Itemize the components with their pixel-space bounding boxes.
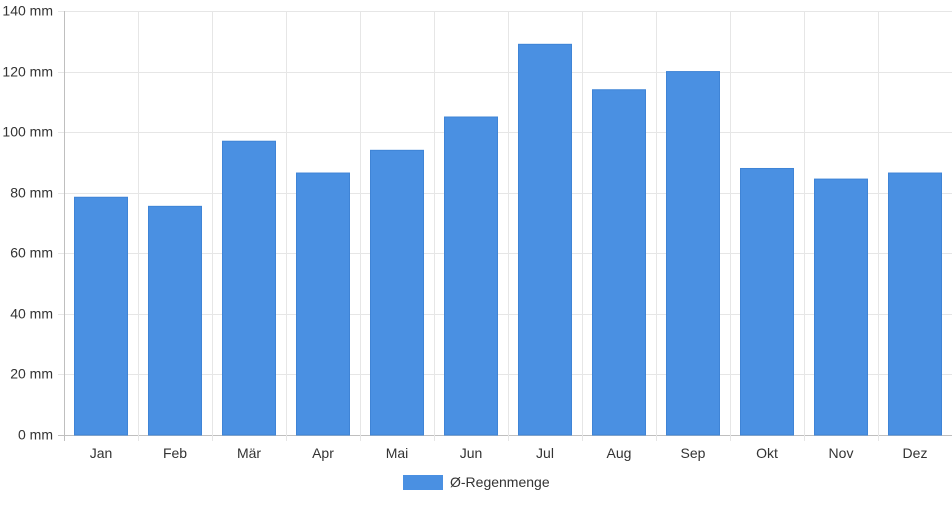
bar-okt[interactable]: [740, 167, 794, 436]
y-tick-label: 40 mm: [10, 306, 53, 322]
y-tick-label: 100 mm: [2, 124, 53, 140]
y-tick-label: 80 mm: [10, 185, 53, 201]
y-tick-labels: 0 mm 20 mm 40 mm 60 mm 80 mm 100 mm 120 mm 140 …: [2, 3, 53, 443]
x-tick-label: Feb: [163, 445, 187, 461]
x-tick-label: Jan: [90, 445, 113, 461]
bar-jan[interactable]: [74, 196, 128, 436]
y-tick-label: 120 mm: [2, 64, 53, 80]
x-tick-labels: Jan Feb Mär Apr Mai Jun Jul Aug Sep Okt Nov Dez: [90, 445, 928, 461]
bar-mai[interactable]: [370, 149, 424, 436]
bar-jul[interactable]: [518, 43, 572, 436]
x-tick-label: Apr: [312, 445, 334, 461]
bar-apr[interactable]: [296, 172, 350, 436]
x-tick-label: Mai: [386, 445, 409, 461]
legend[interactable]: Ø-Regenmenge: [403, 474, 550, 490]
bar-jun[interactable]: [444, 116, 498, 436]
x-tick-label: Nov: [829, 445, 854, 461]
x-tick-label: Jul: [536, 445, 554, 461]
x-tick-label: Aug: [607, 445, 632, 461]
bar-sep[interactable]: [666, 71, 720, 436]
y-tick-label: 140 mm: [2, 3, 53, 19]
bar-aug[interactable]: [592, 89, 646, 436]
x-tick-label: Okt: [756, 445, 778, 461]
y-tick-label: 60 mm: [10, 245, 53, 261]
x-tick-label: Dez: [903, 445, 928, 461]
x-tick-label: Sep: [681, 445, 706, 461]
bar-feb[interactable]: [148, 205, 202, 436]
bars: [74, 43, 942, 436]
y-tick-label: 20 mm: [10, 366, 53, 382]
bar-dez[interactable]: [888, 172, 942, 436]
y-tick-label: 0 mm: [18, 427, 53, 443]
x-tick-label: Jun: [460, 445, 483, 461]
bar-mär[interactable]: [222, 140, 276, 436]
x-tick-label: Mär: [237, 445, 261, 461]
bar-nov[interactable]: [814, 178, 868, 436]
legend-label[interactable]: Ø-Regenmenge: [450, 474, 550, 490]
grid-lines: [58, 11, 952, 441]
legend-swatch[interactable]: [403, 475, 443, 490]
